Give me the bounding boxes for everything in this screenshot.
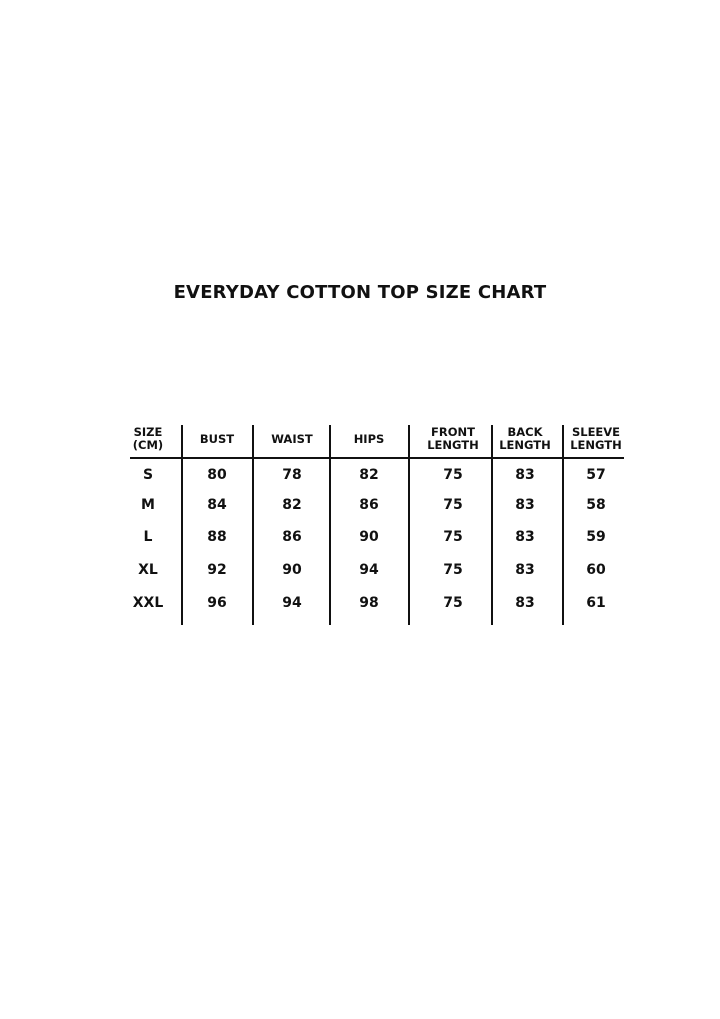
- column-header: FRONT LENGTH: [427, 425, 479, 452]
- table-cell: 75: [443, 529, 463, 545]
- column-divider: [181, 425, 183, 625]
- column-header: SIZE (CM): [132, 425, 164, 452]
- column-divider: [252, 425, 254, 625]
- column-divider: [562, 425, 564, 625]
- size-label: XL: [138, 562, 158, 578]
- table-cell: 82: [282, 497, 302, 513]
- column-header: BACK LENGTH: [499, 425, 551, 452]
- table-cell: 84: [207, 497, 227, 513]
- table-cell: 83: [515, 595, 535, 611]
- column-divider: [491, 425, 493, 625]
- size-label: L: [143, 529, 153, 545]
- table-cell: 83: [515, 529, 535, 545]
- table-cell: 83: [515, 467, 535, 483]
- size-label: S: [142, 467, 154, 483]
- table-cell: 94: [359, 562, 379, 578]
- header-divider: [130, 457, 624, 459]
- table-cell: 92: [207, 562, 227, 578]
- column-header: BUST: [199, 431, 235, 446]
- size-label: M: [141, 497, 155, 513]
- table-cell: 88: [207, 529, 227, 545]
- table-cell: 75: [443, 562, 463, 578]
- table-cell: 82: [359, 467, 379, 483]
- table-cell: 83: [515, 497, 535, 513]
- table-cell: 61: [586, 595, 606, 611]
- table-cell: 83: [515, 562, 535, 578]
- table-cell: 98: [359, 595, 379, 611]
- table-cell: 96: [207, 595, 227, 611]
- table-cell: 57: [586, 467, 606, 483]
- table-cell: 86: [282, 529, 302, 545]
- column-header: HIPS: [353, 431, 385, 446]
- column-header: WAIST: [271, 431, 313, 446]
- table-cell: 90: [282, 562, 302, 578]
- table-cell: 75: [443, 497, 463, 513]
- column-header: SLEEVE LENGTH: [570, 425, 622, 452]
- table-cell: 90: [359, 529, 379, 545]
- table-cell: 75: [443, 467, 463, 483]
- table-cell: 86: [359, 497, 379, 513]
- table-cell: 75: [443, 595, 463, 611]
- table-cell: 59: [586, 529, 606, 545]
- table-cell: 80: [207, 467, 227, 483]
- table-cell: 78: [282, 467, 302, 483]
- column-divider: [408, 425, 410, 625]
- table-cell: 58: [586, 497, 606, 513]
- table-cell: 60: [586, 562, 606, 578]
- column-divider: [329, 425, 331, 625]
- size-label: XXL: [132, 595, 164, 611]
- page-title: EVERYDAY COTTON TOP SIZE CHART: [173, 282, 547, 303]
- table-cell: 94: [282, 595, 302, 611]
